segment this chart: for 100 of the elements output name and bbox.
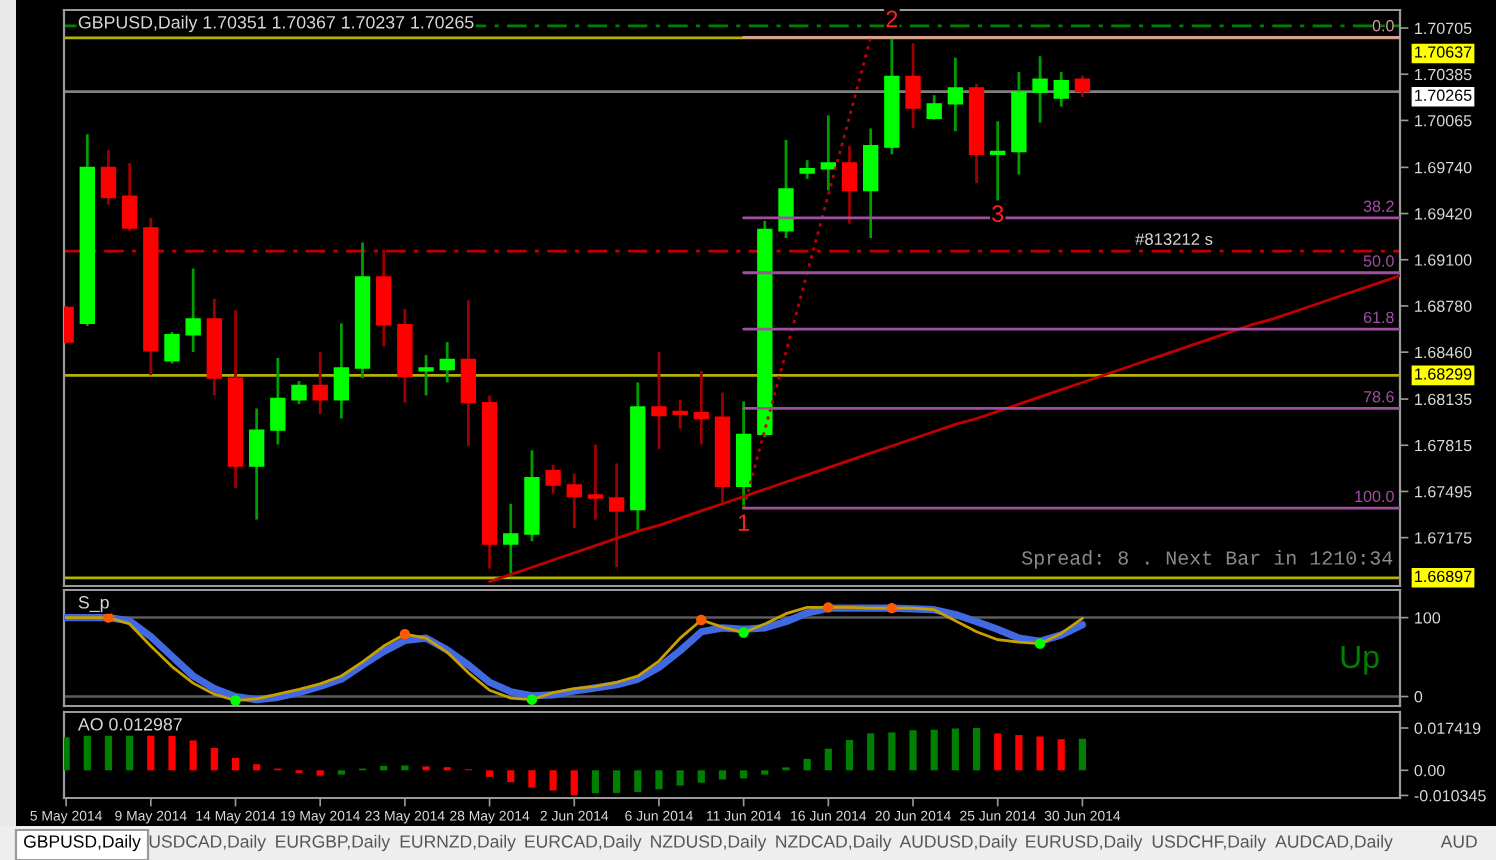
candlestick: [545, 464, 561, 494]
candlestick: [121, 163, 138, 231]
candlestick: [778, 139, 794, 239]
candlestick: [291, 381, 307, 405]
bar: [507, 770, 515, 783]
y-tick-label: 1.69420: [1415, 208, 1472, 220]
candlestick: [672, 399, 688, 429]
candlestick: [651, 352, 667, 449]
y-tick-label: 1.70705: [1415, 22, 1472, 35]
text: EURUSD,Daily: [1026, 834, 1143, 852]
bar: [231, 757, 240, 771]
point: [230, 695, 241, 706]
bar: [83, 733, 91, 771]
point: [696, 614, 707, 626]
series-label: 50.0: [1363, 255, 1394, 267]
bar: [718, 770, 727, 780]
y-tick-label: 1.69100: [1415, 254, 1472, 266]
point: [823, 602, 834, 613]
bar: [485, 770, 494, 777]
annotation: 2: [886, 10, 898, 27]
candlestick: [100, 150, 117, 205]
annotation: Up: [1341, 645, 1379, 675]
ref-line-label: 1.68299: [1415, 368, 1472, 380]
candlestick: [926, 95, 942, 120]
y-tick-label: 100: [1415, 612, 1441, 624]
y-tick-label: 0: [1414, 691, 1423, 703]
candlestick: [164, 331, 180, 364]
candlestick: [947, 57, 964, 132]
candlestick: [418, 355, 434, 396]
text: AUDCAD,Daily: [1275, 834, 1393, 852]
candlestick: [841, 145, 858, 224]
text: EURGBP,Daily: [276, 834, 391, 852]
ref-line-label: 1.70265: [1415, 89, 1472, 101]
candlestick: [905, 43, 921, 129]
bar: [697, 770, 705, 783]
bar: [740, 770, 748, 779]
text: USDCHF,Daily: [1152, 834, 1267, 852]
y-tick-label: 0.017419: [1414, 722, 1481, 734]
bar: [64, 737, 70, 771]
bar: [528, 770, 536, 788]
candlestick: [1074, 75, 1091, 97]
candlestick: [862, 128, 879, 239]
text: AUDUSD,Daily: [899, 834, 1018, 852]
bar: [189, 740, 197, 771]
text: NZDUSD,Daily: [651, 834, 767, 852]
point: [738, 627, 749, 638]
point: [886, 602, 898, 614]
y-tick-label: 1.68460: [1415, 346, 1472, 359]
candlestick: [693, 370, 709, 445]
y-tick-label: 1.67495: [1415, 486, 1472, 498]
bar: [803, 758, 811, 771]
bar: [210, 747, 218, 771]
bar: [570, 770, 578, 796]
candlestick: [820, 115, 837, 191]
series-label: 38.2: [1363, 200, 1394, 212]
candlestick: [1053, 72, 1069, 107]
series-label: 61.8: [1363, 311, 1394, 324]
bar: [845, 739, 854, 771]
bar: [380, 765, 388, 771]
chart-title: GBPUSD,Daily 1.70351 1.70367 1.70237 1.70265: [78, 15, 474, 33]
candlestick: [185, 268, 201, 353]
point: [1034, 638, 1046, 649]
bar: [104, 733, 113, 771]
bar: [930, 729, 938, 771]
bar: [253, 764, 261, 771]
annotation: Spread: 8 . Next Bar in 1210:34: [1021, 550, 1393, 569]
y-tick-label: 1.67175: [1415, 532, 1472, 544]
bar: [591, 770, 600, 794]
bar: [401, 765, 409, 771]
ref-line-label: 1.66897: [1415, 570, 1472, 583]
y-tick-label: 1.68135: [1415, 393, 1472, 406]
bar: [951, 728, 959, 771]
ref-line-label: 1.70637: [1415, 46, 1472, 58]
bar: [994, 733, 1002, 771]
text: AUD: [1440, 835, 1477, 848]
bar: [168, 736, 176, 771]
y-tick-label: -0.010345: [1414, 790, 1486, 802]
text: GBPUSD,Daily: [24, 834, 141, 852]
text: EURCAD,Daily: [525, 834, 642, 852]
point: [526, 694, 538, 705]
bar: [1057, 739, 1065, 771]
y-tick-label: 0.00: [1414, 764, 1445, 777]
text: USDCAD,Daily: [149, 834, 266, 852]
y-tick-label: 1.67815: [1415, 439, 1472, 452]
point: [399, 628, 411, 640]
bar: [655, 770, 663, 790]
ref-line-label: #813212 s: [1135, 233, 1213, 246]
bar: [972, 728, 981, 771]
candlestick: [587, 444, 604, 520]
candlestick: [1032, 56, 1048, 123]
candlestick: [990, 121, 1006, 201]
y-tick-label: 1.70065: [1415, 115, 1472, 127]
candlestick: [608, 463, 625, 568]
chart-title: S_p: [78, 596, 109, 613]
bar: [676, 770, 684, 786]
bar: [867, 733, 875, 771]
bar: [1078, 738, 1087, 771]
bar: [1015, 735, 1023, 771]
bar: [1036, 736, 1044, 771]
bar: [316, 770, 324, 776]
